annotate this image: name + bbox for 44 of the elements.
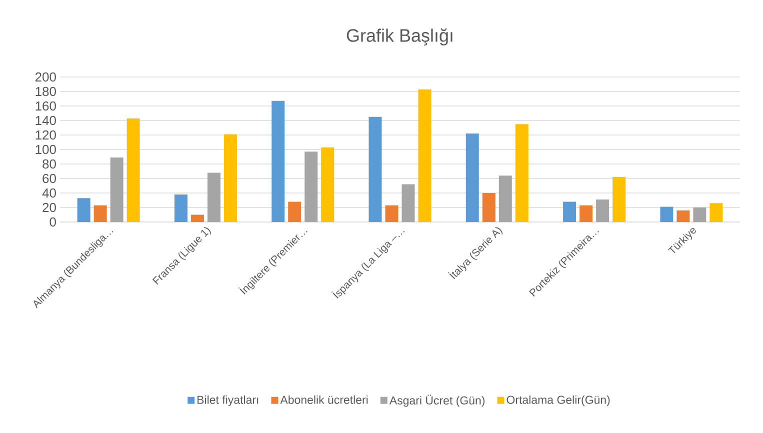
bar bbox=[563, 202, 576, 222]
legend-label: Asgari Ücret (Gün) bbox=[389, 394, 485, 407]
bar bbox=[288, 202, 302, 222]
y-tick-label: 180 bbox=[36, 86, 56, 96]
bar bbox=[710, 203, 723, 222]
y-tick-label: 160 bbox=[36, 101, 56, 111]
y-tick-label: 140 bbox=[36, 116, 56, 126]
bar bbox=[77, 198, 90, 222]
bar bbox=[190, 214, 204, 222]
bar bbox=[110, 157, 124, 222]
bar bbox=[498, 176, 512, 222]
bar bbox=[482, 193, 496, 222]
y-tick-label: 60 bbox=[42, 174, 56, 184]
bar bbox=[304, 152, 318, 222]
chart-title: Grafik Başlığı bbox=[346, 28, 452, 46]
bar bbox=[693, 208, 706, 222]
y-tick-label: 120 bbox=[36, 130, 56, 140]
bar bbox=[660, 206, 674, 222]
y-tick-label: 0 bbox=[50, 217, 56, 227]
bar bbox=[94, 205, 107, 222]
bar bbox=[224, 134, 237, 222]
bar bbox=[418, 89, 432, 222]
y-tick-label: 20 bbox=[42, 202, 56, 212]
bar bbox=[321, 147, 334, 222]
legend-label: Bilet fiyatları bbox=[198, 395, 258, 406]
y-tick-label: 80 bbox=[42, 159, 56, 169]
bar bbox=[612, 177, 626, 222]
legend-label: Ortalama Gelir(Gün) bbox=[506, 395, 610, 406]
bar bbox=[207, 172, 220, 222]
bar bbox=[368, 116, 382, 222]
bar bbox=[402, 184, 415, 222]
bar bbox=[515, 124, 528, 222]
bar bbox=[272, 100, 285, 222]
bar bbox=[596, 200, 610, 222]
y-tick-label: 40 bbox=[42, 188, 56, 198]
bar bbox=[676, 210, 690, 222]
bar bbox=[174, 194, 188, 222]
y-tick-label: 100 bbox=[36, 144, 56, 154]
bar bbox=[126, 118, 140, 222]
bar bbox=[580, 205, 593, 222]
bar bbox=[466, 134, 479, 222]
y-tick-label: 200 bbox=[35, 72, 56, 82]
legend-label: Abonelik ücretleri bbox=[280, 395, 368, 404]
bar bbox=[385, 205, 398, 222]
